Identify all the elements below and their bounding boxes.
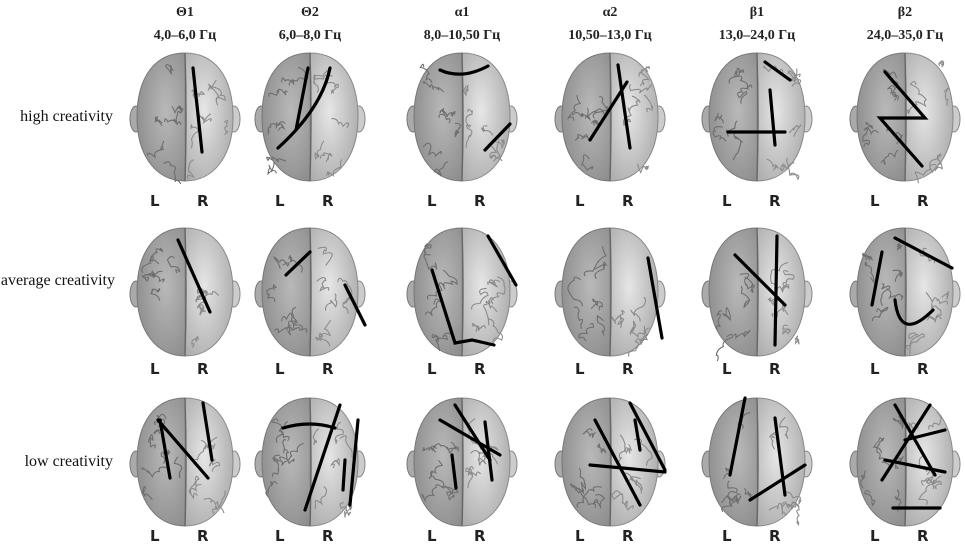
right-label: R [622,360,634,378]
frequency-range: 10,50–13,0 Гц [540,27,680,45]
row-label: average creativity [0,270,115,292]
brain [130,53,240,184]
frequency-range: 6,0–8,0 Гц [240,27,380,45]
row-label: high creativity [0,106,113,128]
brain [130,398,240,526]
frequency-range: 4,0–6,0 Гц [115,27,255,45]
left-label: L [275,360,285,378]
frequency-range: 8,0–10,50 Гц [392,27,532,45]
right-label: R [322,192,334,210]
figure: Θ1 4,0–6,0 Гц Θ2 6,0–8,0 Гц α1 8,0–10,50 Гц α2… [0,0,965,544]
band-name: Θ1 [115,4,255,22]
right-label: R [917,527,929,544]
right-label: R [917,192,929,210]
brain [702,53,812,181]
left-label: L [150,360,160,378]
right-label: R [474,527,486,544]
right-label: R [622,192,634,210]
left-label: L [427,527,437,544]
right-label: R [474,360,486,378]
band-name: α2 [540,4,680,22]
brain [407,53,517,181]
right-label: R [197,527,209,544]
band-name: Θ2 [240,4,380,22]
band-name: β1 [687,4,827,22]
left-label: L [575,527,585,544]
right-label: R [197,192,209,210]
left-label: L [427,192,437,210]
left-label: L [870,192,880,210]
brain [850,228,960,356]
right-label: R [917,360,929,378]
right-label: R [769,527,781,544]
row-label: low creativity [0,451,113,473]
left-label: L [575,192,585,210]
right-label: R [622,527,634,544]
left-label: L [722,192,732,210]
brain-maps [0,0,965,544]
frequency-range: 24,0–35,0 Гц [835,27,965,45]
left-label: L [870,527,880,544]
brain [555,228,665,357]
right-label: R [322,360,334,378]
band-name: α1 [392,4,532,22]
left-label: L [275,192,285,210]
left-label: L [150,192,160,210]
brain [130,228,240,356]
connection-line [775,236,777,345]
left-label: L [870,360,880,378]
right-label: R [769,360,781,378]
band-name: β2 [835,4,965,22]
left-label: L [722,527,732,544]
right-label: R [322,527,334,544]
right-label: R [197,360,209,378]
brain [555,53,665,181]
left-label: L [275,527,285,544]
brain [702,398,812,526]
brain [407,228,517,356]
brain [255,398,365,526]
left-label: L [575,360,585,378]
right-label: R [769,192,781,210]
brain [555,398,665,526]
frequency-range: 13,0–24,0 Гц [687,27,827,45]
left-label: L [150,527,160,544]
left-label: L [722,360,732,378]
brain [255,53,365,181]
brain [702,228,812,361]
left-label: L [427,360,437,378]
connection-line [343,460,345,490]
right-label: R [474,192,486,210]
